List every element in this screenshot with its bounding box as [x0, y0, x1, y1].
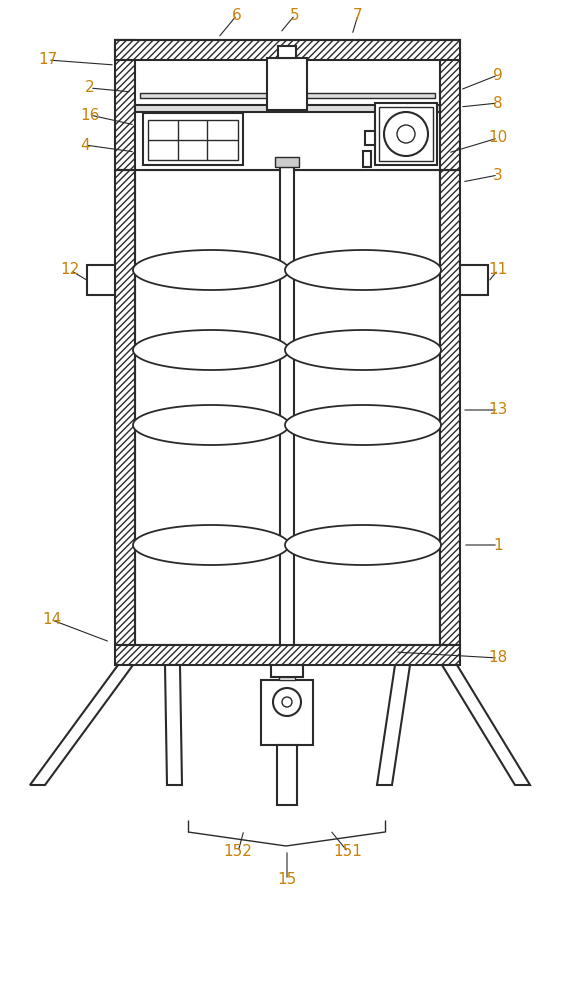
Bar	[279, 677, 295, 680]
Text: 5: 5	[290, 7, 300, 22]
Bar	[261, 680, 313, 745]
Bar	[440, 40, 460, 170]
Circle shape	[273, 688, 301, 716]
Bar	[363, 151, 371, 167]
Polygon shape	[133, 250, 289, 290]
Text: 16: 16	[80, 107, 100, 122]
Bar	[135, 105, 440, 112]
Bar	[135, 60, 440, 170]
Bar	[277, 745, 297, 805]
Text: 12: 12	[60, 262, 79, 277]
Bar	[278, 46, 296, 58]
Text: 10: 10	[488, 130, 507, 145]
Text: 15: 15	[278, 872, 297, 888]
Polygon shape	[133, 330, 289, 370]
Bar	[267, 58, 307, 110]
Polygon shape	[442, 665, 530, 785]
Text: 152: 152	[223, 844, 252, 859]
Bar	[115, 645, 460, 665]
Polygon shape	[30, 665, 133, 785]
Bar	[460, 265, 488, 295]
Polygon shape	[285, 405, 441, 445]
Bar	[280, 167, 294, 645]
Text: 14: 14	[43, 612, 62, 628]
Bar	[440, 170, 460, 645]
Bar	[115, 40, 460, 60]
Circle shape	[397, 125, 415, 143]
Text: 18: 18	[488, 650, 507, 666]
Text: 7: 7	[353, 7, 363, 22]
Polygon shape	[133, 405, 289, 445]
Bar	[115, 170, 135, 645]
Text: 151: 151	[334, 844, 362, 859]
Text: 2: 2	[85, 81, 95, 96]
Bar	[365, 131, 375, 145]
Polygon shape	[285, 525, 441, 565]
Bar	[143, 113, 243, 165]
Text: 11: 11	[488, 262, 507, 277]
Bar	[379, 107, 433, 161]
Bar	[140, 93, 435, 98]
Text: 17: 17	[39, 52, 58, 68]
Bar	[148, 120, 238, 160]
Text: 1: 1	[493, 538, 503, 552]
Polygon shape	[165, 665, 182, 785]
Bar	[135, 170, 440, 645]
Bar	[87, 265, 115, 295]
Polygon shape	[285, 250, 441, 290]
Circle shape	[282, 697, 292, 707]
Text: 13: 13	[488, 402, 507, 418]
Bar	[275, 157, 299, 167]
Text: 9: 9	[493, 68, 503, 83]
Text: 3: 3	[493, 167, 503, 182]
Circle shape	[384, 112, 428, 156]
Polygon shape	[133, 525, 289, 565]
Text: 8: 8	[493, 96, 503, 110]
Bar	[115, 40, 135, 170]
Text: 6: 6	[232, 7, 242, 22]
Text: 4: 4	[80, 137, 90, 152]
Polygon shape	[377, 665, 410, 785]
Polygon shape	[285, 330, 441, 370]
Bar	[271, 665, 303, 677]
Bar	[282, 83, 292, 105]
Bar	[375, 103, 437, 165]
